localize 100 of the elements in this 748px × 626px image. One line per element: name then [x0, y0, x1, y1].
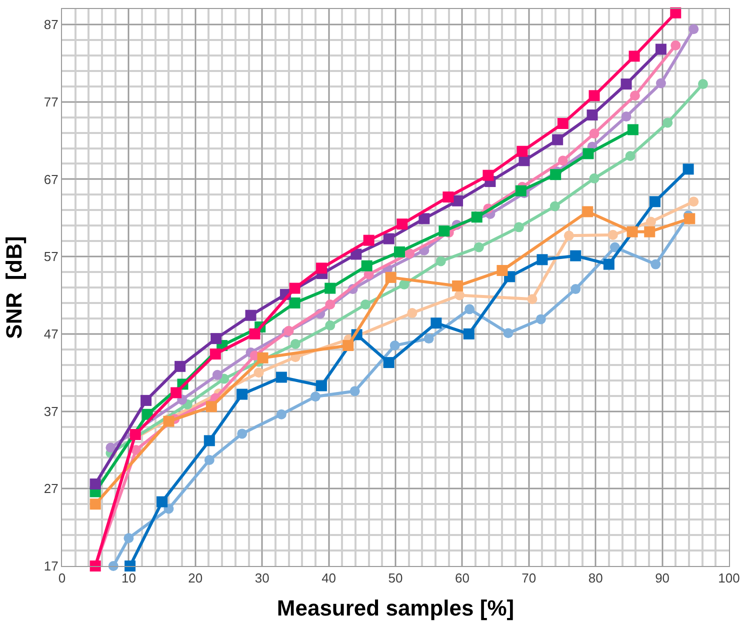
- point: [325, 320, 336, 330]
- point: [626, 226, 638, 238]
- point: [363, 234, 374, 246]
- point: [627, 124, 638, 136]
- point: [90, 478, 101, 490]
- point: [385, 272, 396, 283]
- point: [360, 300, 370, 310]
- x-tick-label: 10: [121, 570, 136, 586]
- point: [536, 254, 548, 266]
- point: [474, 242, 484, 252]
- point: [482, 170, 494, 181]
- x-tick-label: 0: [58, 570, 66, 586]
- y-tick-label: 27: [44, 481, 58, 496]
- point: [342, 340, 354, 352]
- point: [289, 297, 300, 308]
- point: [210, 348, 221, 360]
- y-tick-label: 47: [44, 326, 58, 342]
- point: [454, 290, 465, 300]
- point: [550, 201, 560, 212]
- point: [430, 318, 442, 329]
- point: [646, 216, 656, 227]
- x-tick-label: 90: [655, 570, 670, 586]
- y-tick-label: 37: [44, 404, 58, 419]
- point: [174, 360, 186, 372]
- point: [237, 428, 248, 439]
- point: [442, 191, 454, 202]
- point: [620, 78, 632, 90]
- point: [404, 248, 415, 258]
- point: [570, 250, 582, 262]
- point: [245, 310, 256, 321]
- point: [90, 498, 101, 510]
- y-tick-label: 77: [44, 94, 58, 110]
- point: [650, 259, 661, 270]
- point: [210, 333, 222, 344]
- point: [324, 282, 336, 294]
- point: [290, 338, 300, 349]
- point: [316, 380, 327, 392]
- point: [515, 185, 526, 196]
- point: [557, 118, 568, 129]
- point: [206, 401, 217, 412]
- point: [418, 213, 430, 224]
- point: [536, 314, 546, 324]
- point: [630, 90, 640, 101]
- point: [399, 279, 410, 290]
- point: [688, 24, 699, 34]
- point: [550, 169, 562, 180]
- x-tick-label: 80: [588, 570, 603, 586]
- x-tick-label: 50: [388, 570, 403, 586]
- point: [254, 368, 264, 378]
- point: [514, 222, 524, 232]
- x-tick-label: 70: [522, 570, 536, 586]
- point: [452, 280, 464, 292]
- x-tick-label: 100: [718, 570, 740, 586]
- x-tick-label: 40: [322, 570, 336, 586]
- point: [552, 134, 564, 146]
- point: [608, 230, 618, 240]
- point: [655, 44, 666, 55]
- point: [684, 213, 696, 224]
- point: [688, 196, 699, 207]
- point: [503, 328, 514, 338]
- point: [106, 442, 116, 453]
- point: [130, 428, 141, 440]
- point: [603, 258, 614, 270]
- point: [570, 284, 581, 294]
- point: [582, 206, 594, 218]
- y-tick-label: 87: [44, 17, 58, 32]
- point: [588, 90, 600, 102]
- point: [625, 150, 636, 161]
- point: [496, 264, 508, 276]
- point: [350, 386, 360, 396]
- point: [394, 246, 405, 258]
- point: [236, 388, 248, 400]
- point: [276, 372, 287, 383]
- point: [464, 304, 475, 314]
- point: [649, 196, 660, 208]
- point: [628, 50, 640, 62]
- point: [589, 128, 600, 139]
- point: [361, 260, 372, 272]
- point: [527, 294, 538, 304]
- x-tick-label: 30: [254, 570, 270, 586]
- point: [471, 212, 482, 223]
- point: [452, 195, 464, 206]
- point: [316, 262, 327, 274]
- y-tick-label: 57: [44, 249, 58, 264]
- point: [438, 226, 450, 237]
- y-tick-label: 67: [44, 172, 58, 187]
- point: [289, 282, 300, 294]
- point: [396, 218, 408, 230]
- x-tick-label: 20: [188, 570, 203, 586]
- y-tick-label: 17: [44, 558, 58, 574]
- point: [656, 78, 666, 88]
- point: [310, 392, 320, 402]
- point: [140, 394, 152, 406]
- point: [170, 387, 182, 398]
- point: [516, 146, 528, 157]
- point: [383, 357, 394, 368]
- point: [325, 300, 336, 310]
- point: [644, 226, 656, 238]
- point: [204, 455, 214, 466]
- point: [586, 109, 598, 120]
